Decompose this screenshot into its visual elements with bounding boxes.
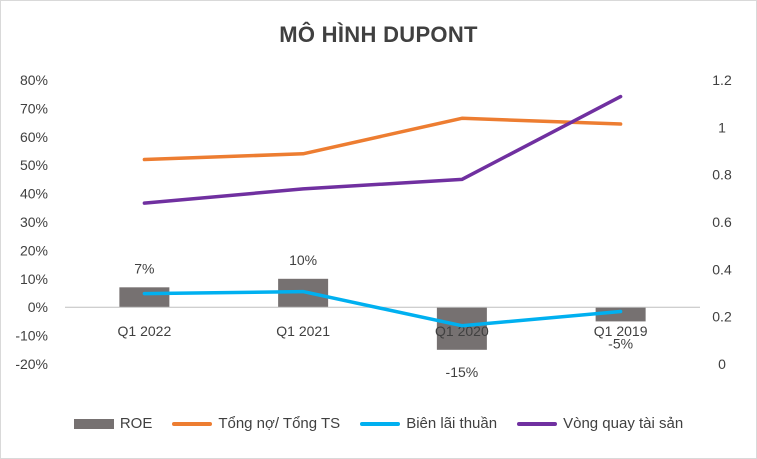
right-tick-label: 0.6 <box>712 214 732 230</box>
right-axis-ticks: 0 0.2 0.4 0.6 0.8 1 1.2 <box>712 72 732 372</box>
right-tick-label: 0.2 <box>712 309 732 325</box>
right-tick-label: 1 <box>718 119 726 135</box>
left-tick-label: -10% <box>15 328 48 344</box>
left-tick-label: 60% <box>20 129 48 145</box>
series-line <box>142 116 623 162</box>
left-tick-label: -20% <box>15 356 48 372</box>
series-line <box>142 94 623 205</box>
left-tick-label: 50% <box>20 157 48 173</box>
left-tick-label: 40% <box>20 186 48 202</box>
roe-bar <box>595 307 646 322</box>
roe-bar <box>119 287 170 308</box>
legend-label: Biên lãi thuần <box>406 415 498 432</box>
right-tick-label: 0.8 <box>712 167 732 183</box>
roe-data-label: -15% <box>446 364 479 380</box>
right-tick-label: 0 <box>718 356 726 372</box>
chart-title: MÔ HÌNH DUPONT <box>279 22 478 47</box>
left-tick-label: 10% <box>20 271 48 287</box>
left-axis-ticks: -20% -10% 0% 10% 20% 30% 40% 50% 60% 70% 80% <box>15 72 48 372</box>
roe-data-labels: 7% 10% -15% -5% <box>134 252 633 380</box>
left-tick-label: 20% <box>20 242 48 258</box>
roe-data-label: 7% <box>134 260 154 276</box>
legend-label: Vòng quay tài sản <box>563 415 684 432</box>
right-tick-label: 0.4 <box>712 261 732 277</box>
legend-label: ROE <box>119 415 153 432</box>
legend-swatch <box>73 418 114 429</box>
left-tick-label: 30% <box>20 214 48 230</box>
roe-bars <box>119 278 646 350</box>
category-label: Q1 2020 <box>435 323 489 339</box>
legend-swatch <box>172 421 213 426</box>
left-tick-label: 70% <box>20 100 48 116</box>
series-lines <box>142 94 623 328</box>
series-line <box>142 289 623 328</box>
legend-swatch <box>517 421 558 426</box>
category-label: Q1 2022 <box>118 323 172 339</box>
left-tick-label: 80% <box>20 72 48 88</box>
category-labels: Q1 2022 Q1 2021 Q1 2020 Q1 2019 <box>118 323 648 339</box>
legend-item: ROE <box>73 415 153 432</box>
right-tick-label: 1.2 <box>712 72 732 88</box>
legend-item: Biên lãi thuần <box>360 415 497 432</box>
roe-data-label: 10% <box>289 252 317 268</box>
legend-swatch <box>360 421 401 426</box>
left-tick-label: 0% <box>28 299 48 315</box>
legend-item: Vòng quay tài sản <box>517 415 683 432</box>
legend: ROE Tổng nợ/ Tổng TS Biên lãi thuần Vòng qu… <box>0 415 757 432</box>
legend-label: Tổng nợ/ Tổng TS <box>218 415 341 432</box>
roe-bar <box>436 307 487 350</box>
legend-item: Tổng nợ/ Tổng TS <box>172 415 340 432</box>
category-label: Q1 2021 <box>276 323 330 339</box>
category-label: Q1 2019 <box>594 323 648 339</box>
roe-data-label: -5% <box>608 335 633 351</box>
